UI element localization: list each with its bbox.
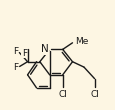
Text: Me: Me (74, 37, 88, 46)
Text: F: F (22, 49, 27, 58)
Text: F: F (13, 63, 18, 72)
Text: N: N (41, 44, 48, 54)
Text: Cl: Cl (58, 90, 67, 99)
Text: Cl: Cl (89, 90, 98, 99)
Text: F: F (13, 47, 18, 56)
